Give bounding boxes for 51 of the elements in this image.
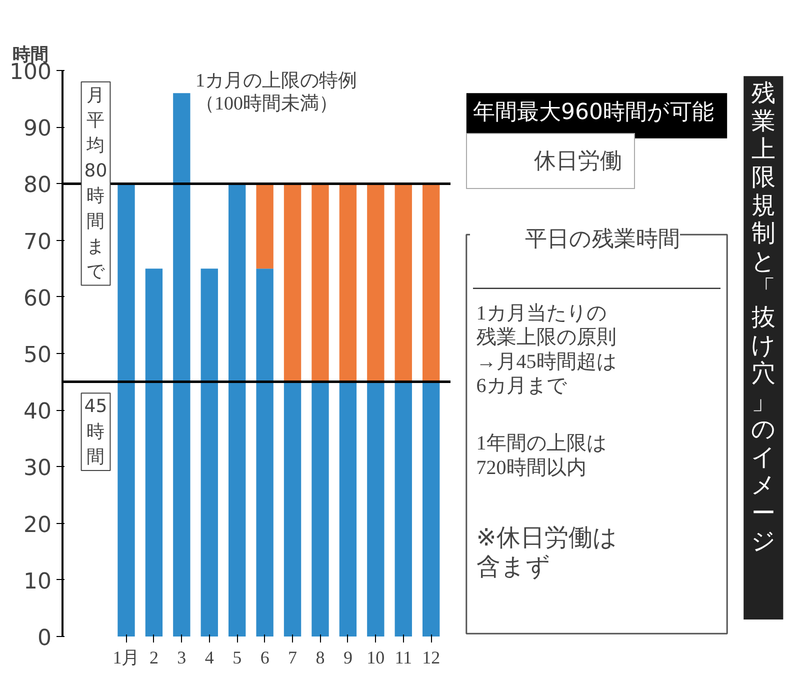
y-tick-label: 90 [24, 116, 52, 142]
bar [422, 382, 440, 636]
bar [145, 268, 163, 636]
x-tick-label: 8 [316, 648, 325, 668]
bar [200, 268, 218, 636]
bar [339, 382, 357, 636]
y-tick-label: 50 [24, 343, 52, 368]
bar [228, 184, 246, 636]
y-tick-label: 80 [24, 173, 52, 198]
bar [118, 184, 135, 636]
x-tick-label: 3 [177, 648, 186, 668]
bar [312, 382, 329, 636]
x-tick-label: 9 [343, 648, 352, 668]
y-tick-label: 10 [24, 569, 52, 594]
text: 年間最大960時間が可能 [473, 100, 714, 125]
bar [339, 184, 357, 382]
chart-title: 残業上限規制と「抜け穴」のイメージ [750, 78, 776, 555]
y-tick-label: 30 [24, 456, 52, 482]
text: 1カ月当たりの残業上限の原則→月45時間超は6カ月まで [476, 302, 616, 398]
x-tick-label: 5 [232, 648, 242, 668]
bar [256, 268, 274, 636]
x-tick-label: 12 [422, 648, 440, 668]
x-tick-label: 11 [394, 648, 412, 668]
bar [173, 93, 190, 636]
x-tick-label: 2 [149, 648, 158, 668]
text: 1年間の上限は720時間以内 [476, 432, 606, 479]
x-tick-label: 4 [204, 648, 214, 668]
bar [284, 382, 302, 636]
bar [367, 184, 384, 382]
bar [422, 184, 440, 382]
x-tick-label: 10 [366, 648, 385, 668]
ref-line-label: 45時間 [84, 396, 108, 468]
text: ※休日労働は含まず [476, 523, 618, 581]
x-tick-label: 1月 [112, 648, 140, 668]
bar [394, 382, 412, 636]
annotation: 1カ月の上限の特例（100時間未満） [196, 70, 358, 115]
bar [367, 382, 384, 636]
x-tick-label: 6 [260, 648, 270, 668]
x-tick-label: 7 [288, 648, 298, 668]
y-tick-label: 60 [24, 286, 52, 312]
bar [284, 184, 302, 382]
bar [394, 184, 412, 382]
y-tick-label: 40 [24, 400, 52, 425]
text: 休日労働 [534, 148, 622, 176]
y-tick-label: 70 [24, 230, 52, 255]
bar [256, 184, 274, 269]
y-tick-label: 0 [38, 626, 52, 651]
y-tick-label: 20 [24, 512, 52, 538]
text: 平日の残業時間 [525, 226, 680, 254]
bar [312, 184, 329, 382]
ref-line-label: 月平均80時間まで [84, 84, 108, 282]
